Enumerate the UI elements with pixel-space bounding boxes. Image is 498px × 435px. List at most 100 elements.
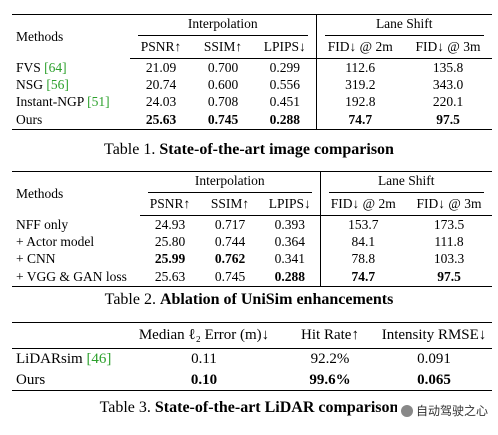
bold-value: 25.63 (145, 111, 177, 127)
table-3: Median ℓ₂ Error (m)↓ Hit Rate↑ Intensity R… (12, 322, 492, 391)
bold-value: 0.065 (417, 371, 451, 388)
method: LiDARsim (16, 351, 83, 368)
cell: 21.09 (145, 59, 177, 75)
caption-label: Table 2. (104, 291, 156, 308)
header-cell: Hit Rate↑ (284, 322, 376, 349)
header-cell: Median ℓ₂ Error (m)↓ (124, 322, 284, 349)
cell: 0.065 (376, 370, 492, 391)
bold-value: 0.288 (274, 268, 305, 284)
method-cell: NFF only (16, 216, 69, 232)
cell: 24.03 (145, 94, 177, 109)
cell: 25.99 (140, 251, 200, 268)
header-cell: Intensity RMSE↓ (376, 322, 492, 349)
method-cell: + VGG & GAN loss (12, 267, 140, 287)
cell: 99.6% (284, 370, 376, 391)
cell: 92.2% (310, 351, 350, 368)
header-cell: Methods (16, 185, 64, 201)
citation[interactable]: [56] (46, 77, 69, 92)
caption-label: Table 1. (104, 141, 156, 158)
cell: 111.8 (434, 234, 464, 249)
header-cell: PSNR↑ (140, 193, 200, 216)
cell: 0.091 (417, 351, 451, 368)
header-cell: Methods (16, 28, 64, 44)
cell: 97.5 (404, 110, 492, 130)
method-cell: LiDARsim [46] (12, 349, 124, 371)
header-cell: SSIM↑ (192, 36, 254, 59)
cell: 135.8 (432, 59, 464, 75)
caption-title: Ablation of UniSim enhancements (159, 291, 394, 308)
cell: 0.745 (200, 267, 260, 287)
cell: 103.3 (433, 251, 465, 266)
cell: 0.393 (274, 216, 305, 232)
bold-value: 25.99 (154, 251, 186, 266)
watermark: 自动驾驶之心 (396, 400, 492, 421)
group-header: Interpolation (130, 15, 316, 37)
cell: 173.5 (433, 216, 465, 232)
cell: 112.6 (315, 58, 404, 77)
caption-label: Table 3. (99, 399, 151, 416)
group-label: Interpolation (148, 173, 312, 193)
cell: 74.7 (319, 267, 406, 287)
cell: 0.10 (124, 370, 284, 391)
cell: 220.1 (432, 94, 464, 109)
bold-value: 99.6% (309, 371, 351, 388)
caption-title: State-of-the-art image comparison (159, 141, 394, 158)
method-cell: + CNN (16, 251, 56, 266)
watermark-icon (400, 405, 413, 417)
bold-value: 74.7 (351, 268, 376, 284)
caption: Table 2. Ablation of UniSim enhancements (0, 291, 498, 309)
cell: 97.5 (406, 267, 492, 287)
cell: 319.2 (315, 76, 404, 94)
bold-value: 0.10 (190, 371, 218, 388)
bold-value: 0.745 (207, 111, 239, 127)
method: Instant-NGP (16, 94, 84, 109)
header-cell: FID↓ @ 3m (406, 193, 492, 216)
cell: 343.0 (432, 77, 464, 92)
cell: 0.299 (269, 59, 300, 75)
group-header: Interpolation (140, 172, 320, 194)
header-cell: SSIM↑ (200, 193, 260, 216)
group-label: Lane Shift (324, 16, 484, 36)
cell: 0.708 (207, 94, 239, 109)
cell: 0.744 (214, 234, 246, 249)
table-1: Methods Interpolation Lane Shift PSNR↑ SS… (12, 14, 492, 130)
cell: 0.364 (274, 234, 305, 249)
group-label: Lane Shift (328, 173, 484, 193)
citation[interactable]: [64] (44, 59, 67, 75)
cell: 0.288 (254, 110, 316, 130)
cell: 25.80 (154, 234, 186, 249)
citation[interactable]: [51] (87, 94, 110, 109)
cell: 0.745 (192, 110, 254, 130)
group-header: Lane Shift (319, 171, 492, 194)
cell: 84.1 (319, 233, 406, 251)
header-cell: FID↓ @ 3m (404, 36, 492, 59)
header-cell: FID↓ @ 2m (315, 36, 404, 59)
cell: 25.63 (140, 267, 200, 287)
caption-title: State-of-the-art LiDAR comparison (154, 399, 399, 416)
method-cell: + Actor model (16, 234, 95, 249)
method: NSG (16, 77, 44, 92)
caption: Table 3. State-of-the-art LiDAR comparis… (0, 399, 498, 417)
bold-value: 97.5 (437, 268, 461, 284)
header-cell: LPIPS↓ (254, 36, 316, 59)
method-cell: Ours (12, 370, 124, 391)
cell: 0.717 (214, 216, 246, 232)
cell: 24.93 (154, 216, 186, 232)
cell: 0.762 (200, 251, 260, 268)
cell: 0.11 (191, 351, 217, 368)
header-cell (12, 322, 124, 349)
cell: 78.8 (319, 250, 406, 268)
citation[interactable]: [46] (86, 351, 112, 368)
cell: 0.288 (260, 267, 320, 287)
cell: 192.8 (315, 93, 404, 111)
method-cell: Instant-NGP [51] (12, 94, 130, 111)
cell: 0.451 (269, 94, 300, 109)
cell: 153.7 (319, 215, 406, 234)
bold-value: 74.7 (348, 111, 373, 127)
cell: 0.600 (207, 77, 239, 92)
method-cell: FVS [64] (12, 59, 130, 77)
caption: Table 1. State-of-the-art image comparis… (0, 141, 498, 159)
cell: 25.63 (130, 110, 192, 130)
cell: 74.7 (315, 110, 404, 130)
